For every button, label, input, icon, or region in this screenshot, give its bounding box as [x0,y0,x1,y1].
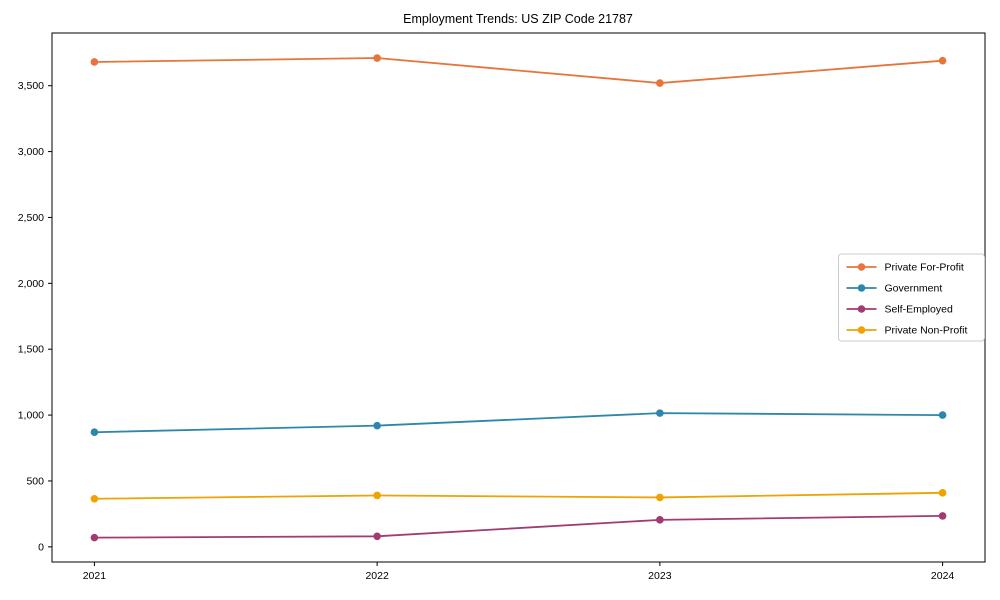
series-layer [90,54,947,542]
data-point-marker [656,516,664,524]
legend-marker-icon [857,326,866,334]
legend-entry-government: Government [846,283,943,295]
series-line [93,514,944,539]
data-point-marker [656,409,664,417]
data-point-marker [656,79,664,87]
data-point-marker [373,491,381,500]
legend-entry-self-employed: Self-Employed [846,304,953,316]
data-point-marker [90,533,99,542]
chart-title: Employment Trends: US ZIP Code 21787 [403,12,633,26]
y-tick-label: 3,500 [18,80,44,92]
legend-marker-icon [857,284,866,292]
data-point-marker [373,421,381,430]
series-line [93,412,944,434]
series-line [93,491,944,500]
x-tick-label: 2021 [83,570,107,582]
legend: Private For-Profit Government Self-Employe… [838,253,985,342]
data-point-marker [938,56,947,65]
data-point-marker [373,54,381,62]
legend-marker-icon [857,305,866,313]
data-point-marker [938,489,947,497]
y-tick-label: 500 [26,475,44,487]
series-self-employed [90,512,947,542]
legend-entry-private-non-profit: Private Non-Profit [846,325,968,337]
series-government [90,409,947,437]
axes: 0 500 1,000 1,500 2,000 2,500 3,000 3,500 2021 20… [18,32,986,582]
legend-label: Private Non-Profit [885,325,968,337]
y-tick-label: 3,000 [18,146,44,158]
legend-box [838,253,985,342]
legend-label: Government [885,283,943,295]
series-line [93,57,944,84]
data-point-marker [938,411,947,419]
legend-label: Self-Employed [885,304,953,316]
x-tick-label: 2024 [931,570,955,582]
x-tick-label: 2022 [365,570,389,582]
y-tick-label: 0 [38,541,44,553]
series-private-for-profit [90,54,947,87]
x-tick-label: 2023 [648,570,672,582]
y-tick-label: 2,500 [18,212,44,224]
y-tick-label: 1,500 [18,344,44,356]
y-tick-label: 2,000 [18,278,44,290]
data-point-marker [938,512,947,520]
data-point-marker [373,532,381,541]
data-point-marker [656,493,664,502]
legend-label: Private For-Profit [885,262,964,274]
legend-marker-icon [857,263,866,271]
data-point-marker [90,58,99,66]
data-point-marker [90,494,99,503]
legend-entry-private-for-profit: Private For-Profit [846,262,964,274]
data-point-marker [90,428,99,437]
y-tick-label: 1,000 [18,410,44,422]
series-private-non-profit [90,489,947,503]
